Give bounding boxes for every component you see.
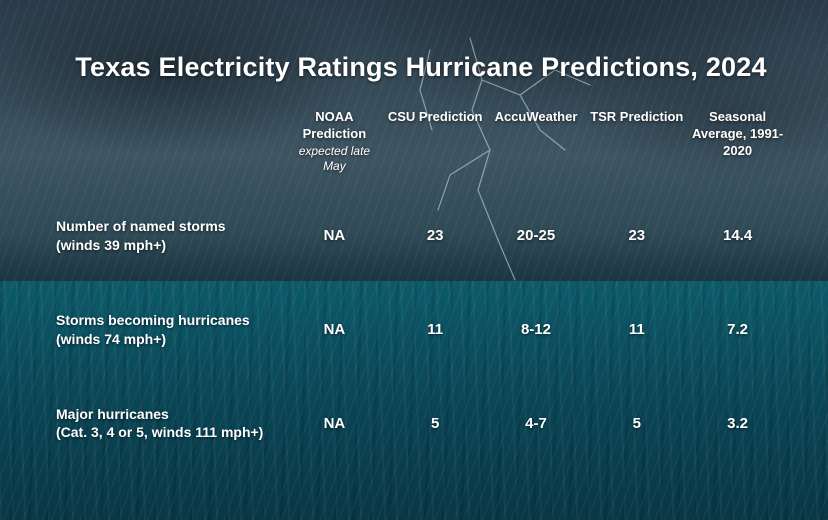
cell-value: NA <box>284 377 385 471</box>
cell-value: 14.4 <box>687 189 788 283</box>
header-blank <box>54 105 284 189</box>
col-sublabel: expected late May <box>286 144 383 175</box>
cell-value: 4-7 <box>486 377 587 471</box>
row-label-sub: (winds 39 mph+) <box>56 236 282 255</box>
col-header: Seasonal Average, 1991-2020 <box>687 105 788 189</box>
col-label: AccuWeather <box>495 109 578 124</box>
table-row: Major hurricanes (Cat. 3, 4 or 5, winds … <box>54 377 788 471</box>
cell-value: 3.2 <box>687 377 788 471</box>
table-row: Number of named storms (winds 39 mph+) N… <box>54 189 788 283</box>
col-header: CSU Prediction <box>385 105 486 189</box>
row-label-sub: (Cat. 3, 4 or 5, winds 111 mph+) <box>56 423 282 442</box>
row-label-sub: (winds 74 mph+) <box>56 330 282 349</box>
cell-value: 11 <box>385 283 486 377</box>
predictions-table: NOAA Prediction expected late May CSU Pr… <box>54 105 788 470</box>
col-label: CSU Prediction <box>388 109 483 124</box>
row-label: Number of named storms (winds 39 mph+) <box>54 189 284 283</box>
cell-value: 5 <box>385 377 486 471</box>
col-header: NOAA Prediction expected late May <box>284 105 385 189</box>
col-header: AccuWeather <box>486 105 587 189</box>
col-label: TSR Prediction <box>590 109 683 124</box>
cell-value: 7.2 <box>687 283 788 377</box>
table-container: Texas Electricity Ratings Hurricane Pred… <box>0 0 828 500</box>
row-label: Storms becoming hurricanes (winds 74 mph… <box>54 283 284 377</box>
cell-value: 11 <box>586 283 687 377</box>
cell-value: 5 <box>586 377 687 471</box>
cell-value: 23 <box>385 189 486 283</box>
row-label-main: Major hurricanes <box>56 406 169 422</box>
table-row: Storms becoming hurricanes (winds 74 mph… <box>54 283 788 377</box>
cell-value: 8-12 <box>486 283 587 377</box>
row-label-main: Number of named storms <box>56 218 226 234</box>
page-title: Texas Electricity Ratings Hurricane Pred… <box>54 52 788 83</box>
col-label: NOAA Prediction <box>303 109 367 141</box>
col-label: Seasonal Average, 1991-2020 <box>692 109 783 158</box>
row-label-main: Storms becoming hurricanes <box>56 312 250 328</box>
cell-value: NA <box>284 189 385 283</box>
table-header-row: NOAA Prediction expected late May CSU Pr… <box>54 105 788 189</box>
col-header: TSR Prediction <box>586 105 687 189</box>
cell-value: 23 <box>586 189 687 283</box>
cell-value: 20-25 <box>486 189 587 283</box>
cell-value: NA <box>284 283 385 377</box>
row-label: Major hurricanes (Cat. 3, 4 or 5, winds … <box>54 377 284 471</box>
